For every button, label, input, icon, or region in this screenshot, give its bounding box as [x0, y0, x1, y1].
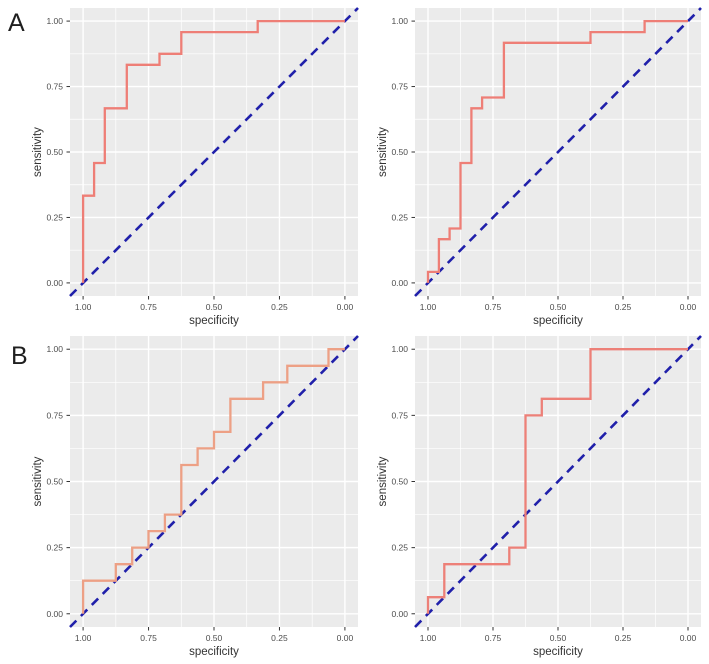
y-tick-label: 0.00: [391, 609, 408, 619]
x-tick-label: 1.00: [420, 633, 437, 643]
y-tick-label: 1.00: [46, 16, 63, 26]
roc-plot-top-left: 1.00 0.75 0.50 0.25 0.00 0.00 0.25 0.50 0.75 1.00…: [32, 7, 359, 327]
y-axis-label: sensitivity: [32, 456, 44, 506]
x-axis-label: specificity: [189, 646, 239, 658]
y-axis-label: sensitivity: [377, 456, 389, 506]
x-tick-label: 0.00: [337, 302, 354, 312]
x-tick-label: 0.00: [337, 633, 354, 643]
x-tick-label: 0.25: [615, 633, 632, 643]
y-tick-label: 0.25: [46, 543, 63, 553]
x-tick-label: 0.50: [550, 302, 567, 312]
x-axis-label: specificity: [533, 646, 583, 658]
x-tick-label: 0.25: [271, 302, 288, 312]
chance-diagonal: [414, 7, 702, 297]
row-label-a: A: [8, 9, 25, 37]
x-axis-label: specificity: [189, 315, 239, 327]
y-axis-label: sensitivity: [32, 127, 44, 177]
y-tick-label: 0.50: [391, 147, 408, 157]
x-tick-label: 0.50: [206, 302, 223, 312]
x-tick-label: 1.00: [420, 302, 437, 312]
y-tick-label: 0.00: [391, 278, 408, 288]
x-tick-label: 0.75: [485, 633, 502, 643]
x-tick-label: 0.00: [680, 302, 697, 312]
y-tick-label: 0.25: [391, 212, 408, 222]
x-tick-label: 1.00: [75, 633, 92, 643]
row-label-b: B: [11, 342, 28, 370]
roc-curve: [81, 348, 345, 614]
x-tick-label: 0.75: [140, 302, 157, 312]
x-tick-label: 0.75: [485, 302, 502, 312]
roc-plot-bottom-right: 1.00 0.75 0.50 0.25 0.00 0.00 0.25 0.50 0.75 1.00…: [377, 335, 702, 658]
x-tick-label: 0.00: [680, 633, 697, 643]
chance-diagonal: [414, 335, 702, 628]
roc-curve: [81, 19, 345, 283]
x-tick-label: 0.75: [140, 633, 157, 643]
roc-plot-top-right: 1.00 0.75 0.50 0.25 0.00 0.00 0.25 0.50 0.75 1.00…: [377, 7, 702, 327]
y-tick-label: 0.75: [46, 82, 63, 92]
x-axis-label: specificity: [533, 315, 583, 327]
x-tick-label: 0.25: [271, 633, 288, 643]
roc-curve: [426, 19, 688, 283]
y-tick-label: 0.25: [46, 212, 63, 222]
roc-plot-bottom-left: 1.00 0.75 0.50 0.25 0.00 0.00 0.25 0.50 0.75 1.00…: [32, 335, 359, 658]
y-tick-label: 0.75: [46, 410, 63, 420]
roc-curve: [426, 348, 688, 614]
y-tick-label: 0.50: [391, 477, 408, 487]
y-tick-label: 0.25: [391, 543, 408, 553]
y-tick-label: 1.00: [391, 344, 408, 354]
y-tick-label: 0.75: [391, 410, 408, 420]
y-tick-label: 1.00: [391, 16, 408, 26]
x-tick-label: 0.50: [206, 633, 223, 643]
x-tick-label: 1.00: [75, 302, 92, 312]
x-tick-label: 0.50: [550, 633, 567, 643]
y-tick-label: 1.00: [46, 344, 63, 354]
y-tick-label: 0.00: [46, 609, 63, 619]
y-tick-label: 0.75: [391, 82, 408, 92]
y-tick-label: 0.00: [46, 278, 63, 288]
y-tick-label: 0.50: [46, 147, 63, 157]
chance-diagonal: [69, 7, 359, 297]
y-axis-label: sensitivity: [377, 127, 389, 177]
chance-diagonal: [69, 335, 359, 628]
y-tick-label: 0.50: [46, 477, 63, 487]
x-tick-label: 0.25: [615, 302, 632, 312]
